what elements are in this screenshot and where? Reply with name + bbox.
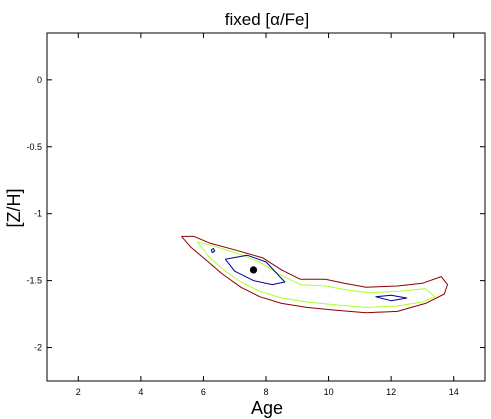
y-tick-label: -0.5	[26, 142, 42, 152]
contour-line-2	[196, 241, 436, 308]
x-tick-label: 2	[76, 387, 81, 397]
best-fit-marker	[249, 266, 258, 274]
y-tick-label: 0	[37, 75, 42, 85]
y-tick-label: -1.5	[26, 276, 42, 286]
x-tick-label: 12	[386, 387, 396, 397]
contour-line-1	[181, 235, 448, 314]
y-axis-label: [Z/H]	[4, 189, 24, 228]
x-tick-label: 6	[201, 387, 206, 397]
x-tick-label: 14	[449, 387, 459, 397]
y-tick-label: -1	[34, 209, 42, 219]
x-tick-label: 10	[324, 387, 334, 397]
contour-line-4	[375, 294, 408, 302]
contour-line-5	[210, 248, 216, 253]
x-tick-label: 8	[263, 387, 268, 397]
x-axis-label: Age	[251, 398, 283, 418]
contour-line-3	[224, 254, 286, 286]
plot-area: 2 4 6 8 10 12 14 0 -0.5 -1 -1.5 -2	[26, 32, 486, 397]
x-tick-label: 4	[138, 387, 143, 397]
y-tick-label: -2	[34, 343, 42, 353]
chart-title: fixed [α/Fe]	[225, 10, 309, 29]
